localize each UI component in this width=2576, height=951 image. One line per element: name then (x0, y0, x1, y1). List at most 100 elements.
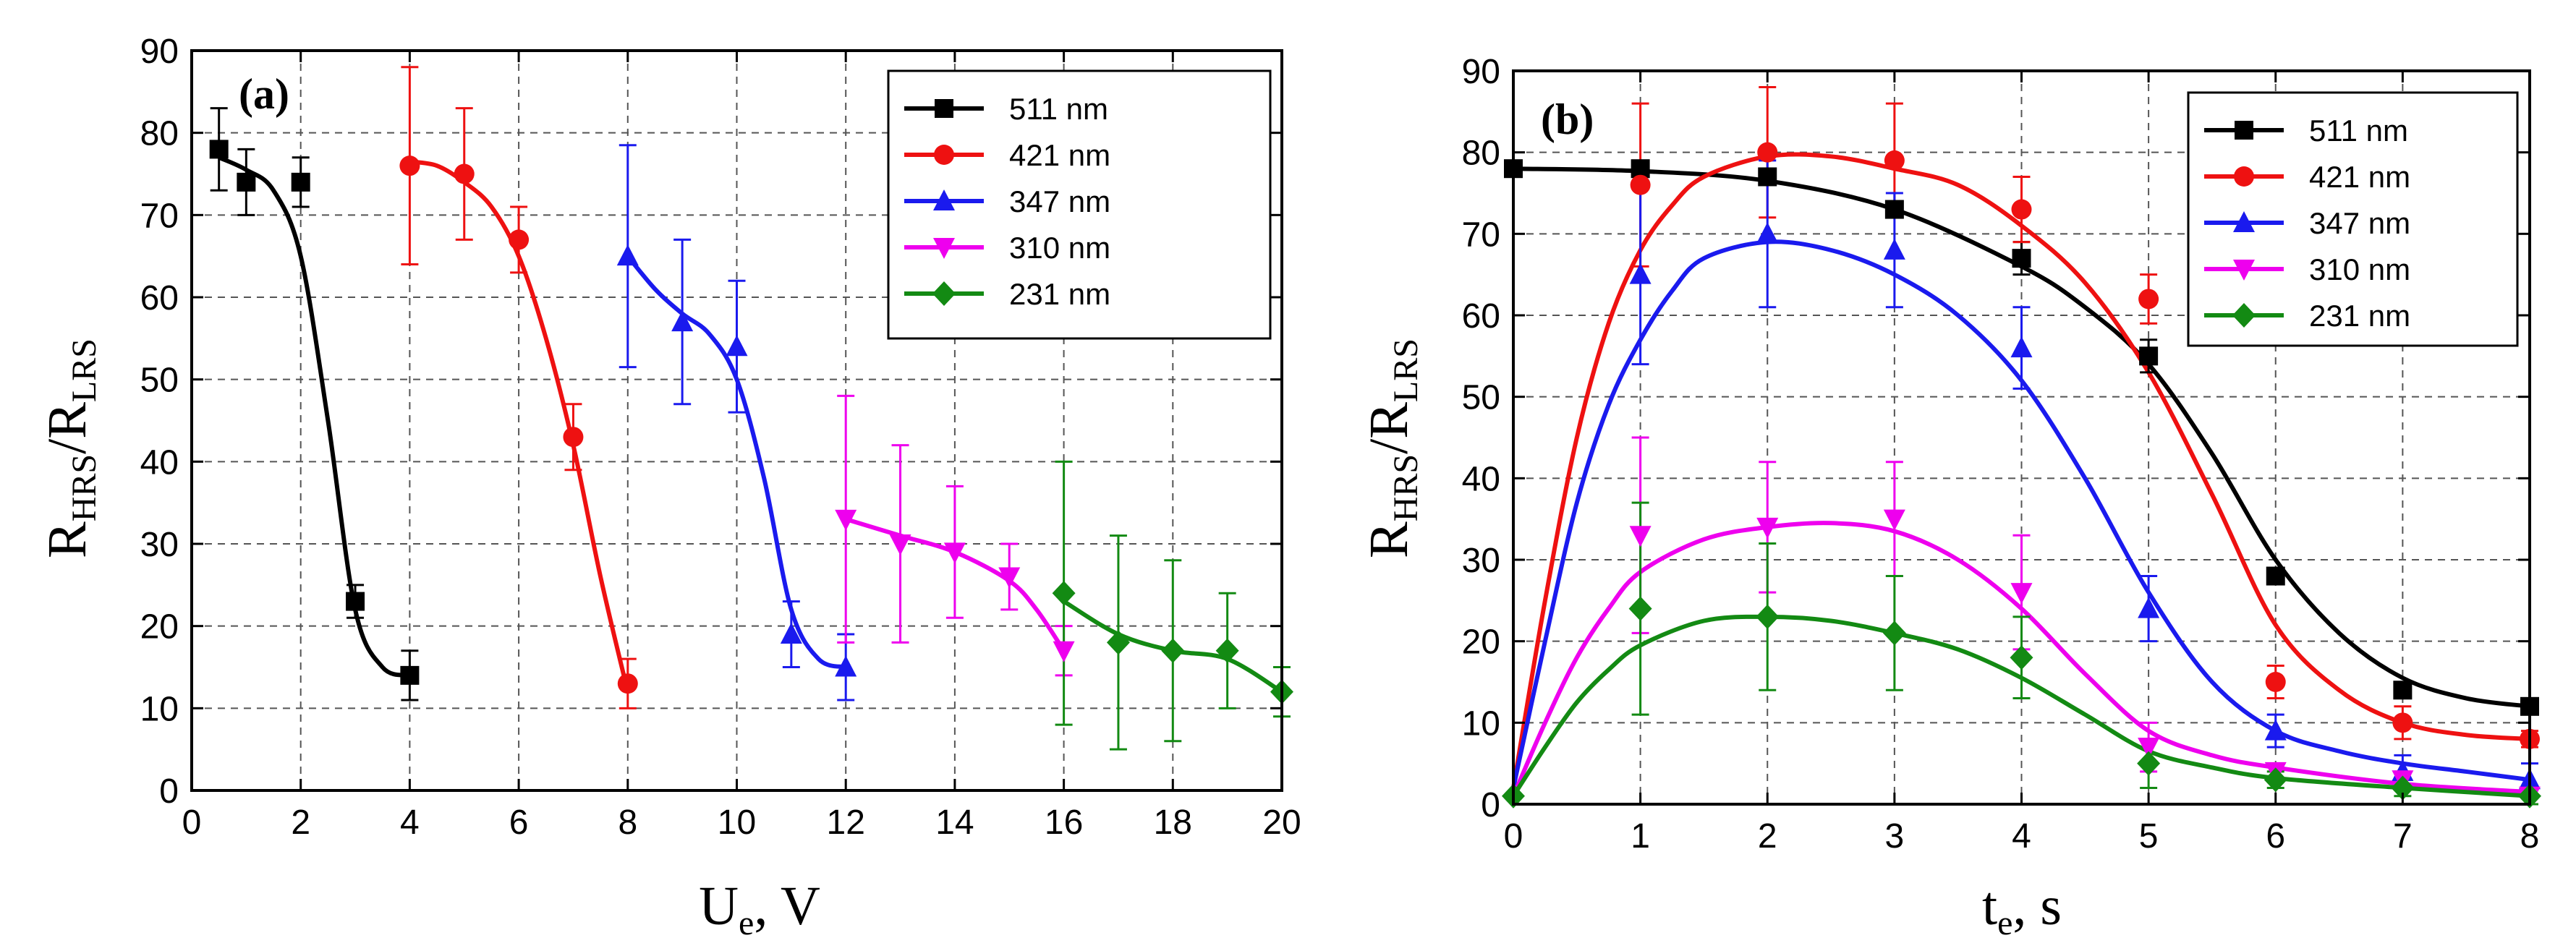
data-point (780, 623, 802, 644)
data-point (2010, 583, 2033, 605)
data-point (2392, 712, 2413, 733)
data-point (1053, 641, 1075, 662)
y-tick-label: 90 (1462, 53, 1500, 91)
legend-marker (2233, 211, 2255, 232)
y-tick-label: 20 (140, 608, 179, 647)
x-tick-label: 0 (182, 803, 202, 842)
legend-label: 421 nm (1009, 138, 1110, 172)
legend-label: 347 nm (1009, 184, 1110, 218)
data-point (454, 163, 475, 184)
data-point (1629, 526, 1652, 547)
x-tick-label: 6 (509, 803, 529, 842)
legend-label: 231 nm (2309, 299, 2410, 333)
y-tick-label: 30 (140, 526, 179, 564)
data-point (671, 310, 694, 332)
y-tick-label: 50 (140, 362, 179, 400)
data-point (1883, 509, 1905, 531)
data-point (1882, 621, 1906, 646)
y-tick-label: 0 (159, 772, 179, 811)
data-point (2266, 566, 2285, 586)
x-tick-label: 18 (1154, 803, 1192, 842)
data-point (1884, 150, 1905, 171)
markers-b (1502, 142, 2541, 809)
y-tick-label: 0 (1481, 786, 1500, 824)
data-point (2012, 249, 2031, 268)
legend-marker (2234, 166, 2254, 187)
data-point (237, 172, 256, 192)
data-point (943, 542, 966, 564)
x-tick-label: 20 (1262, 803, 1301, 842)
y-tick-label: 80 (140, 115, 179, 153)
x-tick-label: 6 (2266, 817, 2285, 856)
x-tick-label: 7 (2393, 817, 2413, 856)
data-point (2264, 719, 2287, 741)
data-point (2138, 738, 2160, 759)
x-tick-label: 4 (2012, 817, 2031, 856)
data-point (835, 655, 857, 677)
fit-line-511-nm (218, 155, 411, 678)
x-axis-title-b: te, s (1982, 876, 2062, 942)
data-point (1052, 581, 1076, 606)
data-point (1161, 638, 1185, 663)
y-tick-label: 60 (140, 279, 179, 317)
y-tick-label: 80 (1462, 135, 1500, 173)
data-point (1883, 238, 1905, 260)
data-point (2139, 346, 2159, 366)
data-point (1630, 174, 1651, 195)
data-point (1106, 630, 1130, 655)
data-point (1757, 142, 1778, 163)
y-axis-title-b: RHRS/RLRS (1359, 338, 1425, 558)
y-tick-label: 60 (1462, 297, 1500, 336)
x-tick-label: 3 (1885, 817, 1905, 856)
data-point (2010, 645, 2033, 670)
data-point (2265, 672, 2286, 692)
data-point (346, 592, 365, 611)
data-point (1756, 604, 1780, 629)
y-tick-label: 70 (140, 197, 179, 235)
y-tick-label: 40 (140, 443, 179, 482)
legend-label: 310 nm (2309, 252, 2410, 286)
x-tick-label: 8 (618, 803, 637, 842)
legend-label: 511 nm (1009, 92, 1108, 126)
x-tick-label: 10 (718, 803, 756, 842)
x-tick-label: 0 (1504, 817, 1523, 856)
x-tick-label: 2 (1758, 817, 1777, 856)
y-tick-label: 10 (140, 690, 179, 728)
y-tick-label: 70 (1462, 216, 1500, 254)
y-tick-label: 90 (140, 33, 179, 71)
axes-a: 0 2 4 6 8 10 12 14 16 18 20 0 10 20 30 40 50 60 70 80 90 (140, 33, 1301, 842)
data-point (1884, 200, 1904, 219)
data-point (291, 172, 310, 192)
x-tick-label: 2 (291, 803, 310, 842)
x-axis-title-a: Ue, V (699, 876, 820, 942)
y-tick-label: 20 (1462, 623, 1500, 662)
legend-marker (2233, 260, 2255, 281)
x-tick-label: 1 (1631, 817, 1650, 856)
panel-label-b: (b) (1541, 95, 1594, 143)
x-tick-label: 14 (935, 803, 974, 842)
y-tick-label: 30 (1462, 542, 1500, 580)
x-tick-label: 16 (1045, 803, 1083, 842)
data-point (616, 244, 639, 266)
data-point (399, 155, 420, 176)
data-point (998, 567, 1021, 589)
x-tick-label: 8 (2520, 817, 2540, 856)
data-point (726, 335, 748, 357)
x-tick-label: 4 (400, 803, 420, 842)
data-point (1628, 596, 1652, 621)
data-point (1756, 517, 1779, 539)
data-point (1758, 167, 1777, 187)
data-point (209, 140, 229, 159)
legend-label: 347 nm (2309, 206, 2410, 240)
data-point (2010, 336, 2033, 358)
data-point (2138, 597, 2160, 618)
x-tick-label: 12 (827, 803, 865, 842)
panel-label-a: (a) (239, 70, 289, 118)
legend-marker (2232, 303, 2256, 328)
legend-marker (933, 238, 955, 259)
legend-marker (2235, 121, 2253, 140)
y-tick-label: 10 (1462, 704, 1500, 743)
data-point (1215, 638, 1239, 663)
data-point (2391, 775, 2415, 801)
